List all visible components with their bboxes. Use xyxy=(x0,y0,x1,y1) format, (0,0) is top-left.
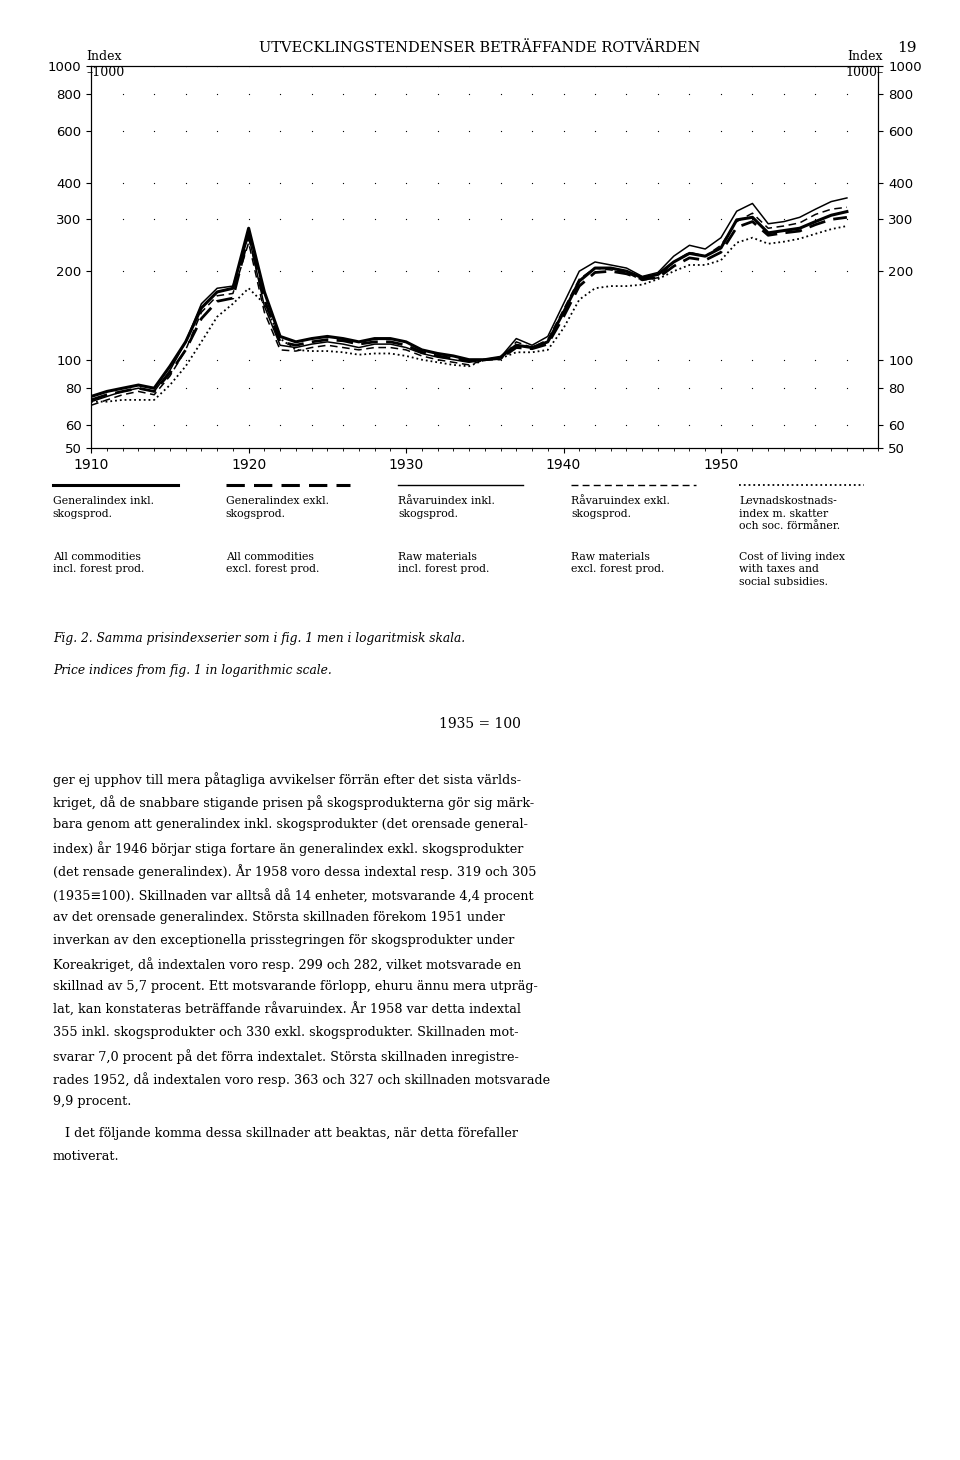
Text: All commodities
excl. forest prod.: All commodities excl. forest prod. xyxy=(226,552,319,574)
Text: I det följande komma dessa skillnader att beaktas, när detta förefaller: I det följande komma dessa skillnader at… xyxy=(53,1127,517,1140)
Text: (1935≡100). Skillnaden var alltså då 14 enheter, motsvarande 4,4 procent: (1935≡100). Skillnaden var alltså då 14 … xyxy=(53,888,534,902)
Text: 19: 19 xyxy=(898,41,917,55)
Text: bara genom att generalindex inkl. skogsprodukter (det orensade general-: bara genom att generalindex inkl. skogsp… xyxy=(53,819,528,832)
Text: ger ej upphov till mera påtagliga avvikelser förrän efter det sista världs-: ger ej upphov till mera påtagliga avvike… xyxy=(53,772,520,787)
Text: UTVECKLINGSTENDENSER BETRÄFFANDE ROTVÄRDEN: UTVECKLINGSTENDENSER BETRÄFFANDE ROTVÄRD… xyxy=(259,41,701,55)
Text: All commodities
incl. forest prod.: All commodities incl. forest prod. xyxy=(53,552,144,574)
Text: 1935 = 100: 1935 = 100 xyxy=(439,717,521,731)
Text: Råvaruindex exkl.
skogsprod.: Råvaruindex exkl. skogsprod. xyxy=(571,496,670,518)
Text: 1000–: 1000– xyxy=(845,66,883,79)
Text: Koreakriget, då indextalen voro resp. 299 och 282, vilket motsvarade en: Koreakriget, då indextalen voro resp. 29… xyxy=(53,956,521,972)
Text: index) år 1946 börjar stiga fortare än generalindex exkl. skogsprodukter: index) år 1946 börjar stiga fortare än g… xyxy=(53,841,523,857)
Text: (det rensade generalindex). År 1958 voro dessa indextal resp. 319 och 305: (det rensade generalindex). År 1958 voro… xyxy=(53,864,537,879)
Text: Raw materials
incl. forest prod.: Raw materials incl. forest prod. xyxy=(398,552,490,574)
Text: svarar 7,0 procent på det förra indextalet. Största skillnaden inregistre-: svarar 7,0 procent på det förra indextal… xyxy=(53,1050,518,1064)
Text: 9,9 procent.: 9,9 procent. xyxy=(53,1095,132,1108)
Text: Levnadskostnads-
index m. skatter
och soc. förmåner.: Levnadskostnads- index m. skatter och so… xyxy=(739,496,840,531)
Text: skillnad av 5,7 procent. Ett motsvarande förlopp, ehuru ännu mera utpräg-: skillnad av 5,7 procent. Ett motsvarande… xyxy=(53,980,538,993)
Text: kriget, då de snabbare stigande prisen på skogsprodukterna gör sig märk-: kriget, då de snabbare stigande prisen p… xyxy=(53,796,534,810)
Text: Cost of living index
with taxes and
social subsidies.: Cost of living index with taxes and soci… xyxy=(739,552,845,587)
Text: rades 1952, då indextalen voro resp. 363 och 327 och skillnaden motsvarade: rades 1952, då indextalen voro resp. 363… xyxy=(53,1072,550,1088)
Text: motiverat.: motiverat. xyxy=(53,1150,119,1164)
Text: Generalindex inkl.
skogsprod.: Generalindex inkl. skogsprod. xyxy=(53,496,154,518)
Text: Råvaruindex inkl.
skogsprod.: Råvaruindex inkl. skogsprod. xyxy=(398,496,495,518)
Text: 355 inkl. skogsprodukter och 330 exkl. skogsprodukter. Skillnaden mot-: 355 inkl. skogsprodukter och 330 exkl. s… xyxy=(53,1026,518,1040)
Text: –1000: –1000 xyxy=(86,66,125,79)
Text: Index: Index xyxy=(86,50,122,63)
Text: av det orensade generalindex. Största skillnaden förekom 1951 under: av det orensade generalindex. Största sk… xyxy=(53,911,505,924)
Text: Fig. 2. Samma prisindexserier som i fig. 1 men i logaritmisk skala.: Fig. 2. Samma prisindexserier som i fig.… xyxy=(53,632,465,645)
Text: lat, kan konstateras beträffande råvaruindex. År 1958 var detta indextal: lat, kan konstateras beträffande råvarui… xyxy=(53,1003,520,1018)
Text: Index: Index xyxy=(848,50,883,63)
Text: Generalindex exkl.
skogsprod.: Generalindex exkl. skogsprod. xyxy=(226,496,328,518)
Text: Raw materials
excl. forest prod.: Raw materials excl. forest prod. xyxy=(571,552,664,574)
Text: Price indices from fig. 1 in logarithmic scale.: Price indices from fig. 1 in logarithmic… xyxy=(53,664,331,677)
Text: inverkan av den exceptionella prisstegringen för skogsprodukter under: inverkan av den exceptionella prisstegri… xyxy=(53,934,515,948)
